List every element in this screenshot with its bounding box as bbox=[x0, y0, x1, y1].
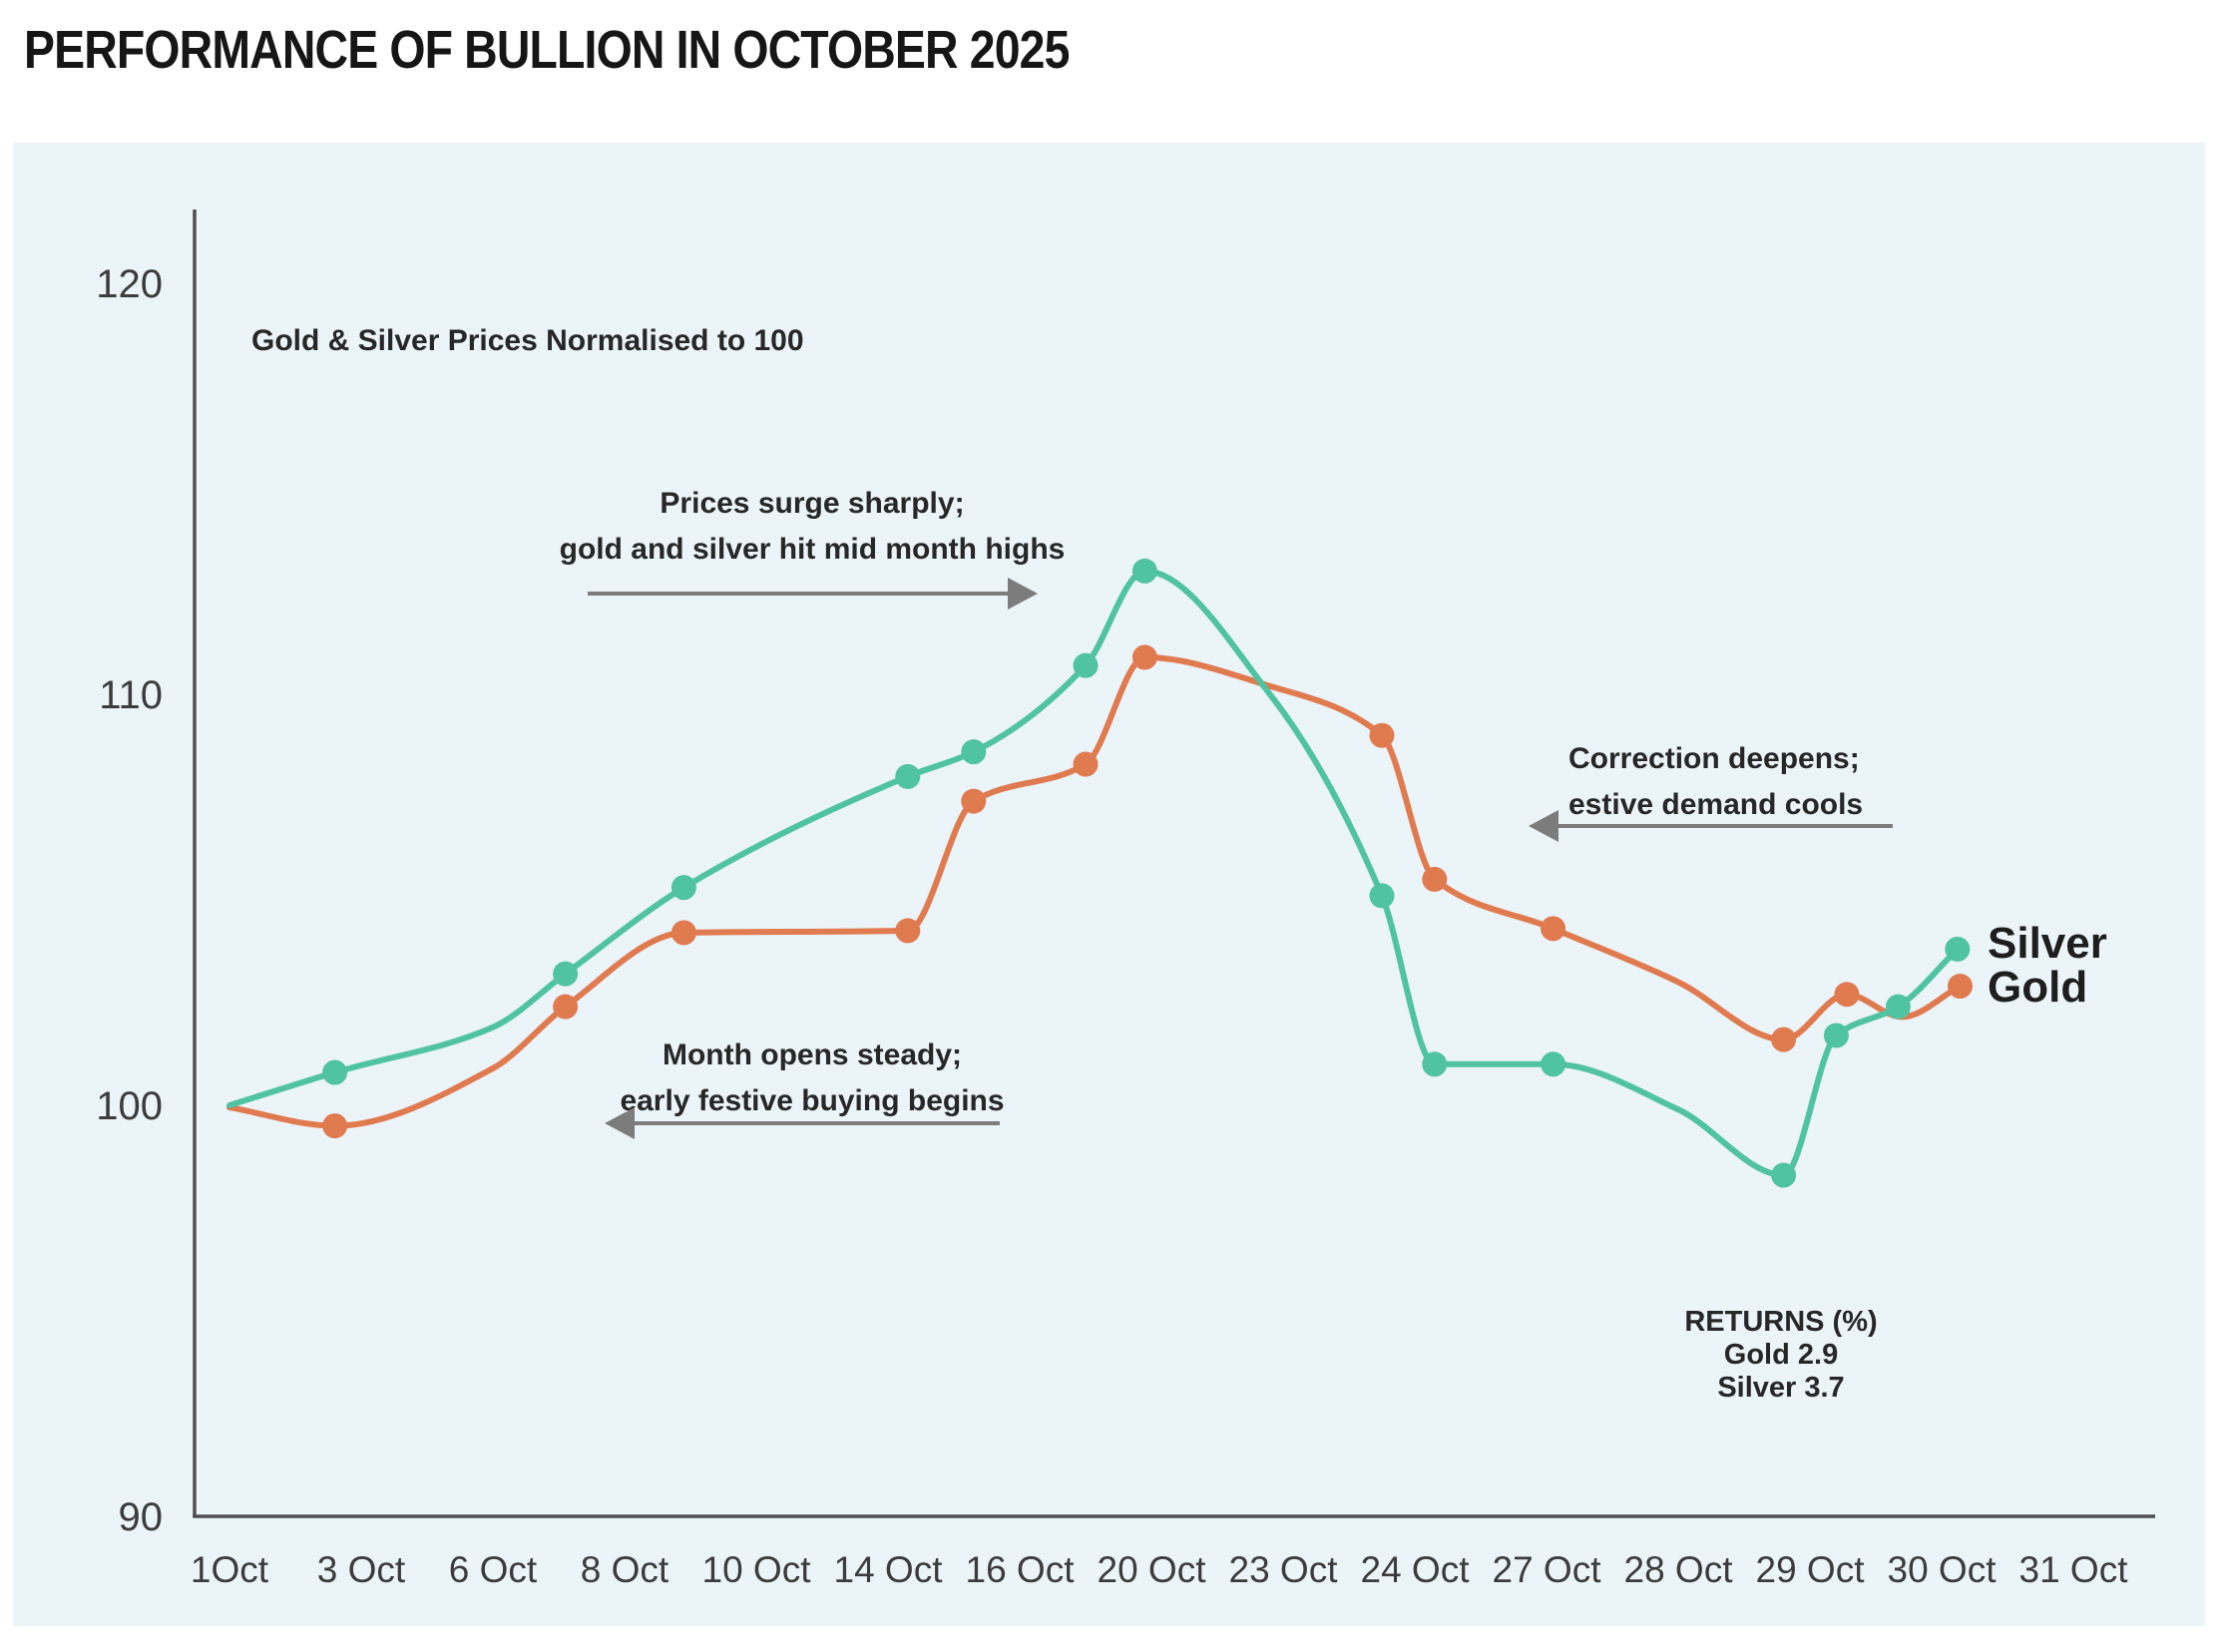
y-axis-label: 120 bbox=[96, 262, 163, 306]
x-axis-label: 1Oct bbox=[191, 1549, 269, 1590]
silver-marker bbox=[1422, 1051, 1448, 1077]
returns-block: RETURNS (%) Gold 2.9 Silver 3.7 bbox=[1684, 1306, 1877, 1405]
gold-marker bbox=[895, 918, 921, 944]
annotation-open-line2: early festive buying begins bbox=[620, 1084, 1005, 1117]
returns-silver: Silver 3.7 bbox=[1717, 1372, 1845, 1404]
chart-panel bbox=[13, 143, 2205, 1626]
annotation-surge-line2: gold and silver hit mid month highs bbox=[559, 533, 1066, 566]
gold-marker bbox=[553, 994, 579, 1020]
annotation-correction: Correction deepens; estive demand cools bbox=[1568, 736, 1863, 828]
page-title: PERFORMANCE OF BULLION IN OCTOBER 2025 bbox=[24, 20, 1070, 80]
x-axis-label: 27 Oct bbox=[1493, 1549, 1602, 1590]
gold-marker bbox=[1422, 866, 1448, 892]
x-axis-label: 24 Oct bbox=[1361, 1549, 1471, 1590]
arrow-head bbox=[1529, 810, 1559, 842]
gold-marker bbox=[322, 1113, 348, 1139]
silver-marker bbox=[1823, 1023, 1849, 1048]
silver-marker bbox=[670, 875, 696, 901]
x-axis-label: 30 Oct bbox=[1888, 1549, 1998, 1590]
gold-marker bbox=[1369, 722, 1395, 748]
silver-marker bbox=[1885, 994, 1911, 1020]
arrow-shaft bbox=[1555, 824, 1893, 828]
silver-marker bbox=[1131, 558, 1157, 584]
arrow-shaft bbox=[631, 1121, 1000, 1125]
returns-title: RETURNS (%) bbox=[1684, 1306, 1878, 1338]
x-axis-label: 16 Oct bbox=[966, 1549, 1076, 1590]
silver-marker bbox=[895, 763, 921, 789]
silver-marker bbox=[961, 739, 987, 765]
annotation-correction-line2: estive demand cools bbox=[1568, 788, 1864, 821]
gold-marker bbox=[1834, 982, 1860, 1008]
silver-marker bbox=[1369, 883, 1395, 909]
gold-marker bbox=[1947, 974, 1973, 1000]
silver-marker bbox=[322, 1059, 348, 1085]
arrow-right-icon bbox=[588, 578, 1038, 610]
arrow-left-icon bbox=[605, 1107, 1000, 1139]
y-axis-label: 90 bbox=[119, 1495, 164, 1539]
annotation-open: Month opens steady; early festive buying… bbox=[620, 1032, 1004, 1124]
series-label-gold: Gold bbox=[1988, 963, 2088, 1012]
x-axis-label: 28 Oct bbox=[1624, 1549, 1734, 1590]
silver-marker bbox=[553, 961, 579, 987]
x-axis-label: 6 Oct bbox=[449, 1549, 538, 1590]
x-axis-label: 8 Oct bbox=[581, 1549, 669, 1590]
x-axis-label: 23 Oct bbox=[1229, 1549, 1339, 1590]
gold-marker bbox=[1131, 644, 1157, 670]
y-axis-label: 100 bbox=[96, 1084, 163, 1128]
annotation-surge-line1: Prices surge sharply; bbox=[660, 487, 965, 520]
arrow-head bbox=[605, 1107, 635, 1139]
gold-marker bbox=[961, 788, 987, 814]
gold-marker bbox=[1073, 751, 1099, 777]
y-axis-label: 110 bbox=[99, 673, 163, 717]
arrow-shaft bbox=[588, 592, 1012, 596]
gold-marker bbox=[1541, 916, 1566, 942]
gold-line bbox=[226, 653, 1964, 1129]
silver-marker bbox=[1945, 936, 1971, 962]
arrow-left-icon bbox=[1529, 810, 1893, 842]
x-axis-label: 3 Oct bbox=[317, 1549, 406, 1590]
x-axis-label: 14 Oct bbox=[834, 1549, 944, 1590]
arrow-head bbox=[1008, 578, 1038, 610]
silver-marker bbox=[1073, 652, 1099, 678]
x-axis-label: 29 Oct bbox=[1756, 1549, 1866, 1590]
chart-subtitle: Gold & Silver Prices Normalised to 100 bbox=[251, 324, 804, 357]
x-axis-label: 10 Oct bbox=[702, 1549, 812, 1590]
silver-marker bbox=[1771, 1162, 1797, 1188]
gold-marker bbox=[670, 920, 696, 946]
series-label-silver: Silver bbox=[1988, 919, 2107, 968]
silver-marker bbox=[1541, 1051, 1566, 1077]
x-axis-label: 20 Oct bbox=[1098, 1549, 1207, 1590]
gold-marker bbox=[1771, 1027, 1797, 1052]
annotation-open-line1: Month opens steady; bbox=[662, 1038, 962, 1071]
annotation-correction-line1: Correction deepens; bbox=[1568, 742, 1860, 775]
annotation-surge: Prices surge sharply; gold and silver hi… bbox=[560, 481, 1066, 573]
x-axis-label: 31 Oct bbox=[2019, 1549, 2129, 1590]
returns-gold: Gold 2.9 bbox=[1723, 1339, 1839, 1371]
